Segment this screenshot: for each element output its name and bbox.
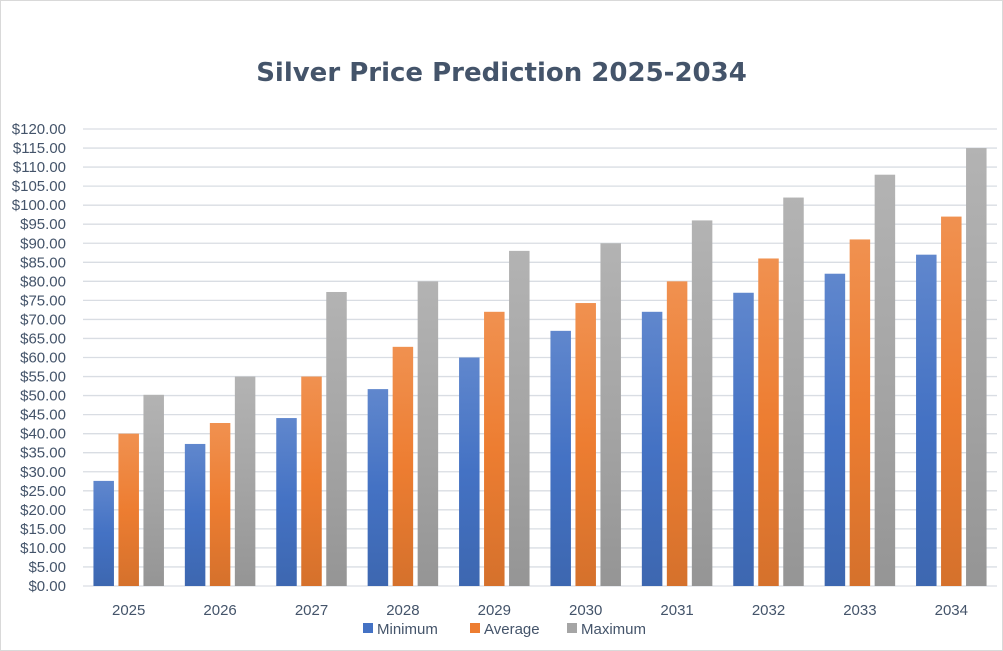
y-tick-label: $30.00 [20,464,66,481]
bar-average-2030 [575,303,596,586]
legend-swatch-average [470,623,480,633]
x-tick-label: 2029 [478,602,511,619]
bar-minimum-2032 [733,292,754,586]
x-tick-label: 2025 [112,602,145,619]
x-tick-label: 2032 [752,602,785,619]
bar-minimum-2029 [459,357,480,586]
legend-label-average: Average [484,621,540,638]
x-axis-ticks: 2025 2026 2027 2028 2029 2030 2031 2032 2033 2034 [112,602,968,619]
bar-minimum-2030 [550,330,571,586]
bars [93,148,987,587]
y-tick-label: $100.00 [12,197,66,214]
bar-average-2029 [484,311,505,586]
x-tick-label: 2031 [660,602,693,619]
bar-average-2026 [209,423,231,586]
bar-minimum-2033 [824,273,846,586]
bar-minimum-2027 [276,418,297,586]
bar-maximum-2026 [234,376,256,586]
y-tick-label: $85.00 [20,254,66,271]
bar-average-2033 [849,239,871,587]
bar-maximum-2029 [509,250,530,586]
bar-minimum-2025 [93,480,114,586]
y-tick-label: $20.00 [20,502,66,519]
x-tick-label: 2026 [203,602,236,619]
y-tick-label: $95.00 [20,216,66,233]
x-tick-label: 2034 [935,602,968,619]
x-tick-label: 2028 [386,602,419,619]
bar-minimum-2034 [916,254,937,587]
bar-minimum-2028 [367,389,389,586]
bar-maximum-2032 [783,197,804,587]
bar-average-2025 [118,433,139,586]
bar-average-2034 [941,216,962,586]
bar-average-2032 [758,258,779,586]
y-tick-label: $45.00 [20,407,66,424]
bar-average-2027 [301,376,322,586]
bar-maximum-2025 [143,394,164,586]
legend-label-minimum: Minimum [377,621,438,638]
x-tick-label: 2027 [295,602,328,619]
bar-maximum-2027 [326,291,347,586]
legend: Minimum Average Maximum [363,621,646,638]
y-tick-label: $110.00 [13,159,66,176]
legend-swatch-minimum [363,623,373,633]
bar-minimum-2026 [184,443,206,586]
bar-maximum-2031 [691,220,713,586]
y-tick-label: $40.00 [20,426,66,443]
y-tick-label: $25.00 [20,483,66,500]
chart-title: Silver Price Prediction 2025-2034 [256,58,747,88]
legend-label-maximum: Maximum [581,621,646,638]
y-tick-label: $80.00 [20,273,66,290]
y-tick-label: $50.00 [20,388,66,405]
x-tick-label: 2030 [569,602,602,619]
y-tick-label: $5.00 [28,559,66,576]
bar-minimum-2031 [641,311,663,586]
y-tick-label: $15.00 [20,521,66,538]
y-tick-label: $10.00 [20,540,66,557]
y-tick-label: $115.00 [13,140,66,157]
y-tick-label: $70.00 [20,311,66,328]
y-tick-label: $105.00 [12,178,66,195]
x-tick-label: 2033 [843,602,876,619]
y-tick-label: $75.00 [20,292,66,309]
y-tick-label: $35.00 [20,445,66,462]
bar-average-2031 [666,281,688,586]
bar-maximum-2028 [417,281,439,586]
bar-maximum-2034 [966,148,987,586]
legend-swatch-maximum [567,623,577,633]
y-tick-label: $65.00 [20,330,66,347]
y-tick-label: $90.00 [20,235,66,252]
y-tick-label: $60.00 [20,350,66,367]
y-tick-label: $120.00 [12,121,66,138]
bar-average-2028 [392,346,414,586]
y-tick-label: $55.00 [20,369,66,386]
bar-maximum-2033 [874,174,896,586]
y-axis-ticks: $0.00 $5.00 $10.00 $15.00 $20.00 $25.00 $30.00… [12,121,66,595]
bar-maximum-2030 [600,243,621,586]
y-tick-label: $0.00 [28,578,66,595]
